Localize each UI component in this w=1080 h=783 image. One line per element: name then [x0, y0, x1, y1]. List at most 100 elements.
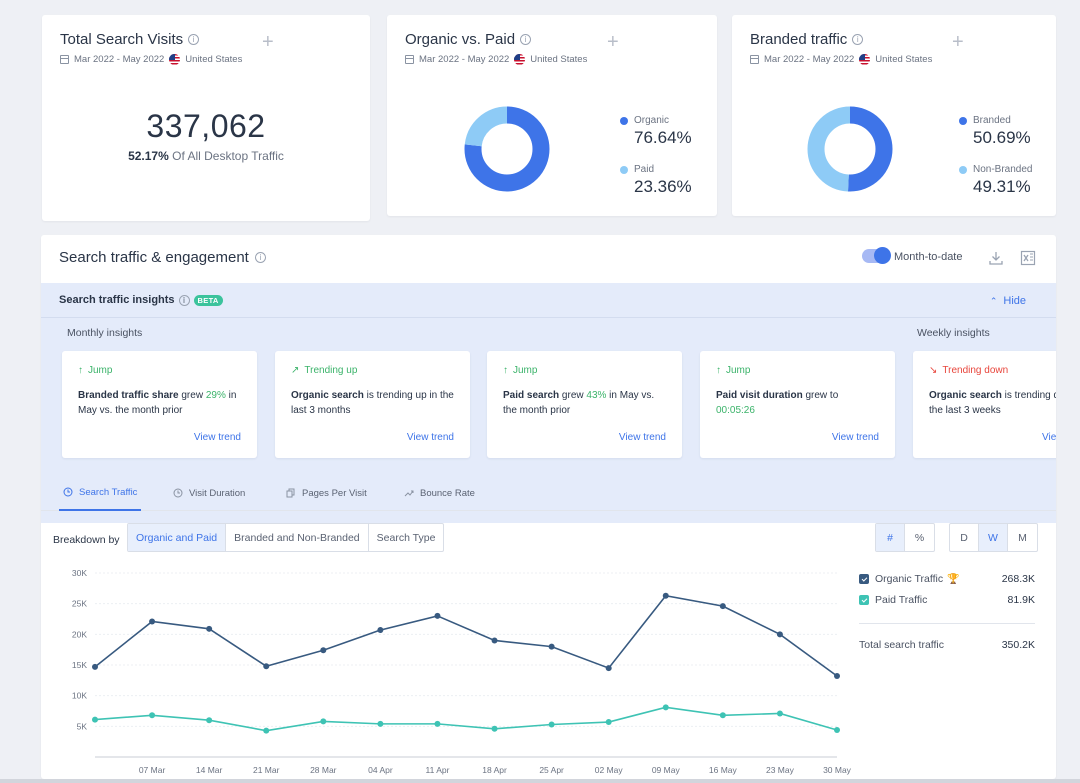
data-point[interactable] [434, 720, 441, 727]
unit-percent-button[interactable]: % [914, 531, 925, 544]
info-icon[interactable]: i [188, 34, 200, 45]
section-title: Search traffic & engagement i [59, 249, 266, 266]
data-point[interactable] [776, 710, 783, 717]
view-trend-link[interactable]: Vie [1042, 432, 1056, 443]
paid-legend: Paid 23.36% [620, 164, 692, 197]
info-icon[interactable]: i [852, 34, 864, 45]
info-icon[interactable]: i [178, 294, 190, 306]
arrow-up-icon: ↑ [503, 365, 508, 376]
data-point[interactable] [548, 721, 555, 728]
y-tick-label: 5K [77, 721, 88, 731]
divider [859, 623, 1035, 624]
insight-card: ↗ Trending up Organic search is trending … [275, 351, 470, 458]
series-line-paid-traffic [94, 706, 838, 732]
horizontal-scrollbar[interactable] [0, 779, 1080, 783]
data-point[interactable] [605, 719, 612, 726]
x-tick-label: 16 May [709, 765, 738, 775]
data-point[interactable] [719, 712, 726, 719]
x-tick-label: 30 May [823, 765, 851, 775]
branded-legend: Branded 50.69% [959, 115, 1031, 148]
tab-visit-duration[interactable]: Visit Duration [173, 475, 245, 511]
hide-insights-button[interactable]: ⌃ Hide [989, 295, 1026, 307]
data-point[interactable] [434, 612, 441, 619]
x-tick-label: 04 Apr [368, 765, 393, 775]
search-traffic-chart: 5K 10K 15K 20K 25K 30K 07 Mar 14 Mar 21 Mar 28 Ma… [72, 568, 851, 775]
insight-card: ↑ Jump Branded traffic share grew 29% in … [62, 351, 257, 458]
non-branded-dot [959, 165, 967, 174]
data-point[interactable] [149, 618, 156, 625]
month-to-date-toggle[interactable] [862, 247, 891, 264]
insight-card: ↘ Trending down Organic search is trendin… [913, 351, 1056, 458]
checkbox-icon[interactable] [859, 595, 869, 605]
branded-traffic-card: Branded traffic i + Mar 2022 - May 2022 U… [732, 15, 1056, 216]
total-search-visits-card: Total Search Visits i + Mar 2022 - May 20… [42, 15, 370, 221]
data-point[interactable] [263, 727, 270, 734]
data-point[interactable] [834, 727, 840, 734]
data-point[interactable] [320, 718, 327, 725]
view-trend-link[interactable]: View trend [831, 432, 879, 443]
period-month-button[interactable]: M [1018, 531, 1027, 544]
y-tick-label: 30K [72, 568, 87, 578]
data-point[interactable] [92, 663, 98, 670]
legend-organic-traffic[interactable]: Organic Traffic 🏆 268.3K [859, 573, 1035, 585]
insight-text: Organic search is trending up in the las… [291, 390, 454, 416]
x-tick-label: 11 Apr [425, 765, 449, 775]
data-point[interactable] [491, 725, 498, 732]
insight-text: Paid visit duration grew to 00:05:26 [716, 390, 839, 416]
total-visits-value: 337,062 [146, 108, 266, 144]
data-point[interactable] [834, 673, 840, 680]
organic-paid-donut [464, 106, 550, 192]
x-tick-label: 18 Apr [482, 765, 507, 775]
insight-tag: ↑ Jump [78, 365, 113, 376]
data-point[interactable] [206, 625, 213, 632]
data-point[interactable] [662, 592, 669, 599]
data-point[interactable] [377, 720, 384, 727]
data-point[interactable] [662, 704, 669, 711]
trophy-icon: 🏆 [947, 573, 960, 585]
tab-bounce-rate[interactable]: Bounce Rate [404, 475, 475, 511]
data-point[interactable] [776, 631, 783, 638]
unit-number-button[interactable]: # [876, 524, 905, 551]
x-tick-label: 21 Mar [253, 765, 280, 775]
data-point[interactable] [548, 643, 555, 650]
legend-paid-traffic[interactable]: Paid Traffic 81.9K [859, 594, 1035, 606]
breakdown-label: Breakdown by [53, 534, 120, 546]
breakdown-organic-paid[interactable]: Organic and Paid [128, 524, 227, 551]
data-point[interactable] [263, 663, 270, 670]
country: United States [530, 54, 588, 65]
breakdown-branded[interactable]: Branded and Non-Branded [226, 524, 369, 551]
data-point[interactable] [491, 637, 498, 644]
toggle-knob [874, 247, 891, 264]
view-trend-link[interactable]: View trend [618, 432, 666, 443]
plus-icon[interactable]: + [952, 31, 964, 53]
breakdown-selector: Organic and Paid Branded and Non-Branded… [127, 523, 445, 552]
download-icon[interactable] [988, 250, 1004, 266]
toggle-label: Month-to-date [894, 251, 963, 263]
info-icon[interactable]: i [254, 252, 266, 263]
excel-icon[interactable] [1020, 250, 1036, 266]
data-point[interactable] [149, 712, 156, 719]
data-point[interactable] [206, 717, 213, 724]
plus-icon[interactable]: + [262, 31, 274, 53]
x-tick-label: 02 May [595, 765, 624, 775]
y-tick-label: 25K [72, 599, 87, 609]
tab-pages-per-visit[interactable]: Pages Per Visit [286, 475, 367, 511]
plus-icon[interactable]: + [607, 31, 619, 53]
tab-search-traffic[interactable]: Search Traffic [59, 475, 142, 511]
view-trend-link[interactable]: View trend [406, 432, 454, 443]
data-point[interactable] [377, 627, 384, 634]
breakdown-search-type[interactable]: Search Type [376, 531, 436, 544]
info-icon[interactable]: i [520, 34, 532, 45]
period-week-button[interactable]: W [979, 524, 1008, 551]
arrow-up-icon: ↑ [716, 365, 721, 376]
data-point[interactable] [92, 716, 98, 723]
period-day-button[interactable]: D [950, 524, 979, 551]
checkbox-icon[interactable] [859, 574, 869, 584]
view-trend-link[interactable]: View trend [193, 432, 241, 443]
data-point[interactable] [320, 647, 327, 654]
branded-donut [807, 106, 893, 192]
data-point[interactable] [719, 603, 726, 610]
data-point[interactable] [605, 665, 612, 672]
insight-tag: ↑ Jump [503, 365, 538, 376]
trending-down-icon: ↘ [929, 365, 938, 376]
